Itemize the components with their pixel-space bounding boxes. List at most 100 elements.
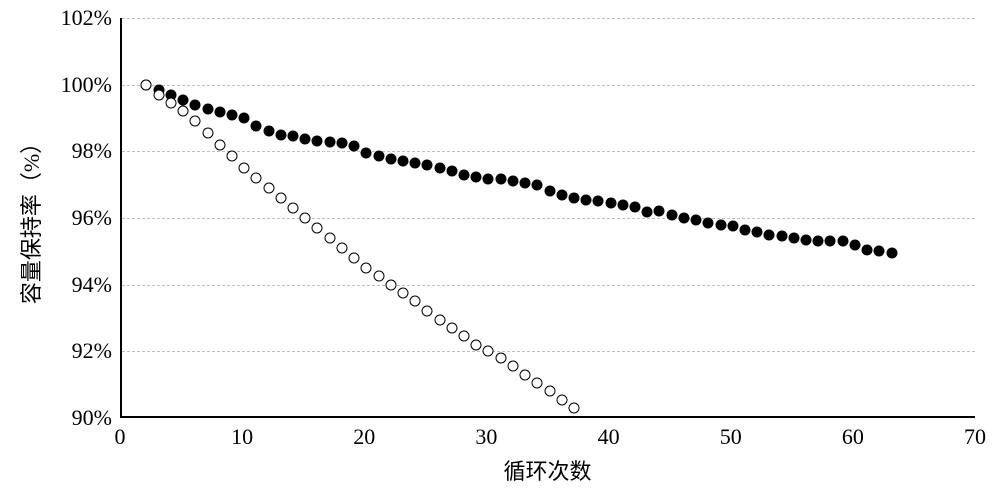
- series-hollow-marker: [410, 296, 421, 307]
- series-hollow-marker: [532, 378, 543, 389]
- gridline: [122, 285, 975, 286]
- series-filled-marker: [727, 221, 738, 232]
- series-filled-marker: [190, 99, 201, 110]
- series-filled-marker: [581, 194, 592, 205]
- series-hollow-marker: [300, 213, 311, 224]
- series-filled-marker: [617, 200, 628, 211]
- series-filled-marker: [507, 176, 518, 187]
- series-hollow-marker: [324, 233, 335, 244]
- series-filled-marker: [862, 244, 873, 255]
- series-filled-marker: [801, 234, 812, 245]
- series-filled-marker: [483, 173, 494, 184]
- series-hollow-marker: [471, 339, 482, 350]
- y-axis-label: 容量保持率（%）: [14, 132, 46, 304]
- series-filled-marker: [593, 196, 604, 207]
- y-tick-label: 98%: [72, 138, 112, 164]
- series-hollow-marker: [178, 106, 189, 117]
- series-hollow-marker: [556, 394, 567, 405]
- series-filled-marker: [288, 131, 299, 142]
- y-tick-label: 96%: [72, 205, 112, 231]
- series-hollow-marker: [141, 79, 152, 90]
- series-filled-marker: [226, 109, 237, 120]
- x-tick-label: 70: [964, 424, 986, 450]
- series-filled-marker: [520, 178, 531, 189]
- gridline: [122, 151, 975, 152]
- x-tick-label: 60: [842, 424, 864, 450]
- series-filled-marker: [471, 172, 482, 183]
- series-filled-marker: [556, 189, 567, 200]
- series-hollow-marker: [190, 116, 201, 127]
- series-filled-marker: [178, 94, 189, 105]
- series-filled-marker: [446, 166, 457, 177]
- series-hollow-marker: [288, 203, 299, 214]
- series-filled-marker: [825, 236, 836, 247]
- series-filled-marker: [459, 169, 470, 180]
- x-tick-label: 40: [598, 424, 620, 450]
- series-filled-marker: [715, 219, 726, 230]
- gridline: [122, 18, 975, 19]
- gridline: [122, 218, 975, 219]
- series-filled-marker: [214, 107, 225, 118]
- series-hollow-marker: [275, 193, 286, 204]
- series-filled-marker: [397, 155, 408, 166]
- series-filled-marker: [849, 239, 860, 250]
- series-filled-marker: [642, 207, 653, 218]
- y-tick-label: 100%: [61, 72, 112, 98]
- series-hollow-marker: [397, 288, 408, 299]
- series-filled-marker: [764, 229, 775, 240]
- series-hollow-marker: [568, 403, 579, 414]
- series-filled-marker: [752, 227, 763, 238]
- y-tick-label: 94%: [72, 272, 112, 298]
- series-hollow-marker: [214, 139, 225, 150]
- series-hollow-marker: [544, 386, 555, 397]
- series-filled-marker: [202, 103, 213, 114]
- series-filled-marker: [654, 205, 665, 216]
- y-tick-label: 90%: [72, 405, 112, 431]
- series-hollow-marker: [263, 183, 274, 194]
- series-hollow-marker: [483, 346, 494, 357]
- series-hollow-marker: [361, 263, 372, 274]
- series-filled-marker: [373, 151, 384, 162]
- series-hollow-marker: [507, 361, 518, 372]
- series-filled-marker: [788, 233, 799, 244]
- series-filled-marker: [739, 224, 750, 235]
- gridline: [122, 85, 975, 86]
- x-tick-label: 30: [475, 424, 497, 450]
- series-filled-marker: [495, 173, 506, 184]
- x-tick-label: 0: [115, 424, 126, 450]
- series-filled-marker: [813, 235, 824, 246]
- retention-chart: 容量保持率（%） 循环次数 90%92%94%96%98%100%102%010…: [0, 0, 1000, 501]
- series-hollow-marker: [373, 271, 384, 282]
- y-tick-label: 92%: [72, 338, 112, 364]
- series-filled-marker: [886, 248, 897, 259]
- series-hollow-marker: [385, 279, 396, 290]
- series-hollow-marker: [226, 151, 237, 162]
- series-hollow-marker: [202, 128, 213, 139]
- series-hollow-marker: [434, 314, 445, 325]
- series-hollow-marker: [520, 369, 531, 380]
- series-hollow-marker: [251, 173, 262, 184]
- series-filled-marker: [300, 133, 311, 144]
- series-filled-marker: [544, 186, 555, 197]
- series-hollow-marker: [239, 163, 250, 174]
- x-tick-label: 10: [231, 424, 253, 450]
- gridline: [122, 351, 975, 352]
- series-filled-marker: [678, 213, 689, 224]
- series-hollow-marker: [153, 89, 164, 100]
- series-filled-marker: [703, 218, 714, 229]
- x-axis-label: 循环次数: [503, 454, 591, 486]
- series-filled-marker: [837, 236, 848, 247]
- series-filled-marker: [349, 141, 360, 152]
- series-filled-marker: [251, 121, 262, 132]
- series-filled-marker: [666, 209, 677, 220]
- series-filled-marker: [422, 160, 433, 171]
- series-hollow-marker: [165, 98, 176, 109]
- series-filled-marker: [275, 129, 286, 140]
- series-hollow-marker: [312, 223, 323, 234]
- series-filled-marker: [324, 137, 335, 148]
- x-tick-label: 20: [353, 424, 375, 450]
- series-filled-marker: [361, 148, 372, 159]
- series-hollow-marker: [459, 331, 470, 342]
- series-filled-marker: [336, 137, 347, 148]
- series-hollow-marker: [446, 323, 457, 334]
